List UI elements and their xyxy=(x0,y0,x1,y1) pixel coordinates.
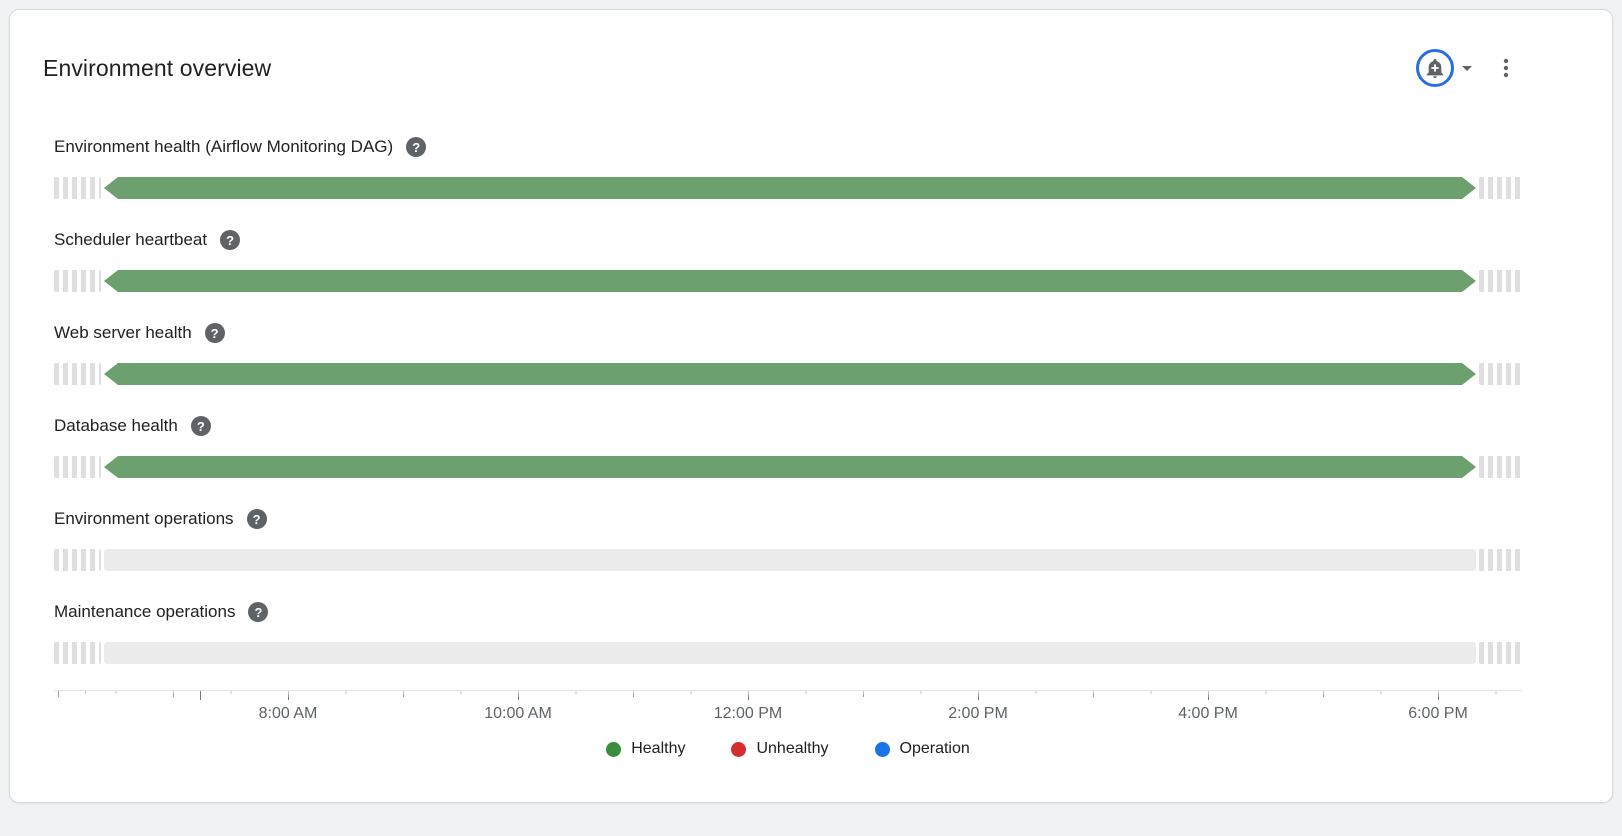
help-icon[interactable]: ? xyxy=(248,602,269,622)
three-dot-menu-icon xyxy=(1503,58,1509,78)
timeline-rows: Environment health (Airflow Monitoring D… xyxy=(43,134,1579,664)
header-actions xyxy=(1416,49,1519,87)
timeline-row-database-health: Database health ? xyxy=(43,413,1579,478)
status-bar[interactable] xyxy=(54,456,1522,478)
axis-tick-label: 8:00 AM xyxy=(258,705,318,722)
row-label: Scheduler heartbeat xyxy=(54,230,208,249)
timeline-row-scheduler-heartbeat: Scheduler heartbeat ? xyxy=(43,227,1579,292)
timeline-row-maintenance-operations: Maintenance operations ? xyxy=(43,599,1579,664)
axis-hour-ticks xyxy=(54,691,1522,697)
no-data-hatch xyxy=(1479,270,1522,292)
chart-legend: Healthy Unhealthy Operation xyxy=(54,740,1522,758)
axis-tick-label: 4:00 PM xyxy=(1178,705,1238,722)
status-bar-fill xyxy=(104,270,1476,292)
status-bar[interactable] xyxy=(54,270,1522,292)
no-data-hatch xyxy=(1479,549,1522,571)
status-bar[interactable] xyxy=(54,549,1522,571)
row-label: Environment health (Airflow Monitoring D… xyxy=(54,137,394,156)
no-data-hatch xyxy=(54,363,101,385)
no-data-hatch xyxy=(54,270,101,292)
axis-half-hour-ticks xyxy=(54,691,1522,694)
legend-item-healthy[interactable]: Healthy xyxy=(606,740,685,758)
status-bar-fill xyxy=(104,642,1476,664)
no-data-hatch xyxy=(1479,642,1522,664)
axis-tick-label: 6:00 PM xyxy=(1408,705,1468,722)
help-icon[interactable]: ? xyxy=(220,230,241,250)
row-label: Maintenance operations xyxy=(54,602,236,621)
status-bar[interactable] xyxy=(54,642,1522,664)
no-data-hatch xyxy=(1479,456,1522,478)
operation-dot-icon xyxy=(874,741,890,757)
help-icon[interactable]: ? xyxy=(406,137,427,157)
page-title: Environment overview xyxy=(43,54,272,81)
row-label: Database health xyxy=(54,416,178,435)
legend-item-operation[interactable]: Operation xyxy=(874,740,970,758)
legend-item-unhealthy[interactable]: Unhealthy xyxy=(731,740,829,758)
overflow-menu-button[interactable] xyxy=(1493,51,1519,85)
status-bar-fill xyxy=(104,363,1476,385)
add-alert-button[interactable] xyxy=(1416,49,1479,87)
help-icon[interactable]: ? xyxy=(246,509,267,529)
status-bar-fill xyxy=(104,456,1476,478)
status-bar[interactable] xyxy=(54,363,1522,385)
unhealthy-dot-icon xyxy=(731,741,747,757)
add-alert-bell-icon[interactable] xyxy=(1416,49,1454,87)
help-icon[interactable]: ? xyxy=(190,416,211,436)
no-data-hatch xyxy=(54,549,101,571)
environment-overview-card: Environment overview xyxy=(9,9,1613,803)
no-data-hatch xyxy=(54,456,101,478)
row-label: Web server health xyxy=(54,323,192,342)
timeline-row-environment-operations: Environment operations ? xyxy=(43,506,1579,571)
help-icon[interactable]: ? xyxy=(204,323,225,343)
no-data-hatch xyxy=(54,177,101,199)
status-bar-fill xyxy=(104,549,1476,571)
time-axis: 8:00 AM 10:00 AM 12:00 PM 2:00 PM 4:00 P… xyxy=(54,690,1522,732)
axis-tick-label: 10:00 AM xyxy=(484,705,552,722)
healthy-dot-icon xyxy=(606,741,622,757)
no-data-hatch xyxy=(54,642,101,664)
status-bar[interactable] xyxy=(54,177,1522,199)
no-data-hatch xyxy=(1479,177,1522,199)
timeline-row-environment-health: Environment health (Airflow Monitoring D… xyxy=(43,134,1579,199)
status-bar-fill xyxy=(104,177,1476,199)
axis-tick-label: 12:00 PM xyxy=(713,705,783,722)
axis-tick-label: 2:00 PM xyxy=(948,705,1008,722)
timeline-row-web-server-health: Web server health ? xyxy=(43,320,1579,385)
row-label: Environment operations xyxy=(54,509,234,528)
card-header: Environment overview xyxy=(43,49,1579,87)
chevron-down-icon[interactable] xyxy=(1455,56,1479,80)
no-data-hatch xyxy=(1479,363,1522,385)
